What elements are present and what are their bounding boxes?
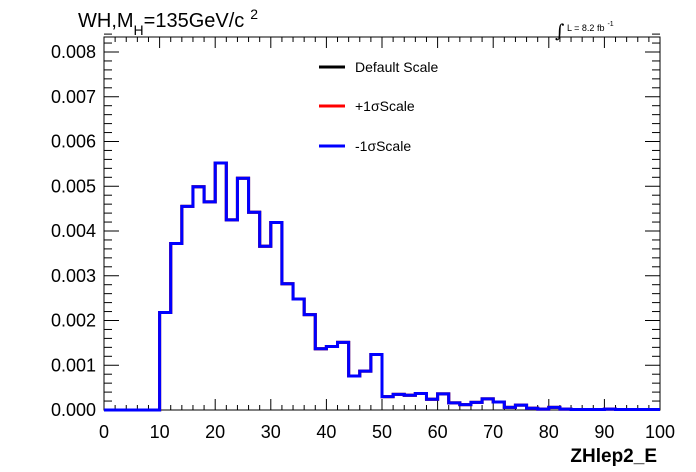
- legend: Default Scale +1σScale -1σScale: [319, 59, 438, 154]
- x-tick-label: 0: [99, 422, 109, 442]
- lumi-label: L = 8.2 fb -1: [567, 21, 614, 33]
- y-tick-label: 0.002: [51, 311, 96, 331]
- y-axis: 0.000 0.001 0.002 0.003 0.004 0.005 0.006 0.007…: [51, 33, 660, 420]
- legend-label-minus1sigma: -1σScale: [355, 138, 411, 154]
- lumi-text: L = 8.2 fb: [567, 23, 604, 33]
- x-tick-label: 60: [428, 422, 448, 442]
- series-line-minus1sigma: [104, 161, 660, 412]
- x-tick-label: 80: [539, 422, 559, 442]
- x-axis-label: ZHlep2_E: [570, 446, 657, 467]
- y-tick-label: 0.008: [51, 42, 96, 62]
- x-tick-label: 70: [483, 422, 503, 442]
- y-tick-label: 0.006: [51, 132, 96, 152]
- x-tick-label: 100: [645, 422, 675, 442]
- y-tick-label: 0.004: [51, 221, 96, 241]
- title-prefix: WH,M: [78, 10, 134, 32]
- y-tick-label: 0.001: [51, 355, 96, 375]
- title-subscript: H: [134, 22, 144, 38]
- lumi-superscript: -1: [607, 21, 613, 28]
- y-tick-label: 0.005: [51, 176, 96, 196]
- x-tick-label: 40: [316, 422, 336, 442]
- x-tick-label: 20: [205, 422, 225, 442]
- x-tick-label: 90: [594, 422, 614, 442]
- legend-label-default: Default Scale: [355, 59, 438, 75]
- legend-label-plus1sigma: +1σScale: [355, 98, 415, 114]
- x-tick-label: 50: [372, 422, 392, 442]
- chart-title: WH,MH=135GeV/c 2: [78, 6, 258, 38]
- lumi-integral: ∫: [555, 21, 565, 42]
- x-tick-label: 10: [150, 422, 170, 442]
- y-tick-label: 0.007: [51, 87, 96, 107]
- y-tick-label: 0.003: [51, 266, 96, 286]
- title-superscript: 2: [250, 6, 258, 22]
- series-layer: [104, 161, 660, 412]
- x-tick-label: 30: [261, 422, 281, 442]
- title-value: =135GeV/c: [144, 10, 245, 32]
- y-tick-label: 0.000: [51, 400, 96, 420]
